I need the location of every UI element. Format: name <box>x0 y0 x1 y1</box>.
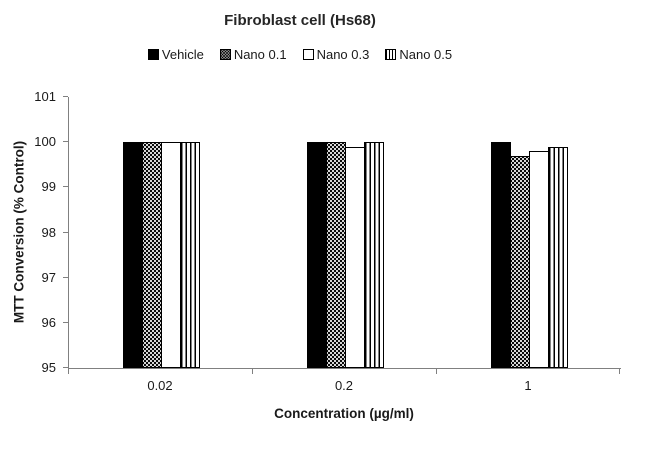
chart-title: Fibroblast cell (Hs68) <box>224 12 376 29</box>
bar-nano-0-1 <box>141 142 162 368</box>
legend-item: Nano 0.5 <box>385 47 452 62</box>
legend-label: Nano 0.3 <box>316 47 370 62</box>
legend-item: Vehicle <box>147 47 204 62</box>
bar-group <box>69 97 253 368</box>
x-tick-mark <box>251 369 253 374</box>
x-tick-mark <box>68 369 69 374</box>
y-tick-label: 95 <box>41 360 56 375</box>
x-tick-mark <box>619 369 620 374</box>
legend-label: Vehicle <box>161 47 204 62</box>
bar-group <box>253 97 437 368</box>
y-tick-mark <box>63 141 68 143</box>
legend-swatch-dots <box>219 49 231 60</box>
x-category-label: 0.02 <box>147 378 173 393</box>
legend-item: Nano 0.3 <box>302 47 370 62</box>
bar-vehicle <box>490 142 511 368</box>
x-labels: 0.02 0.2 1 <box>68 378 620 393</box>
legend-label: Nano 0.1 <box>233 47 287 62</box>
legend-swatch-solid <box>147 49 159 60</box>
y-tick-label: 99 <box>41 179 56 195</box>
bar-vehicle <box>306 142 327 368</box>
bar-group <box>437 97 621 368</box>
y-tick-label: 101 <box>34 89 56 104</box>
legend-item: Nano 0.1 <box>219 47 287 62</box>
bar-nano-0-5 <box>363 142 384 368</box>
bar-nano-0-3 <box>344 146 365 368</box>
x-category-label: 0.2 <box>334 378 354 393</box>
y-tick-mark <box>63 96 68 97</box>
legend: Vehicle Nano 0.1 Nano 0.3 Nano 0.5 <box>0 47 600 62</box>
bar-nano-0-3 <box>160 142 181 368</box>
y-tick-label: 96 <box>41 314 56 330</box>
bar-nano-0-3 <box>528 151 549 368</box>
bar-nano-0-1 <box>325 142 346 368</box>
bar-vehicle <box>122 142 143 368</box>
legend-swatch-vstripes <box>385 49 397 60</box>
x-category-label: 1 <box>524 378 532 393</box>
bar-nano-0-5 <box>547 146 568 368</box>
legend-swatch-plain <box>302 49 314 60</box>
legend-label: Nano 0.5 <box>399 47 453 62</box>
x-tick-mark <box>435 369 437 374</box>
bar-nano-0-1 <box>509 155 530 368</box>
y-tick-label: 97 <box>41 269 56 285</box>
y-tick-mark <box>63 186 68 188</box>
y-tick-label: 100 <box>34 134 56 150</box>
y-axis: 95 96 97 98 99 100 101 <box>0 90 68 374</box>
y-tick-label: 98 <box>41 224 56 240</box>
x-axis-title: Concentration (µg/ml) <box>274 406 414 421</box>
y-tick-mark <box>63 276 68 278</box>
bar-nano-0-5 <box>179 142 200 368</box>
y-tick-mark <box>63 367 68 368</box>
y-tick-mark <box>63 321 68 323</box>
plot-area <box>68 97 621 369</box>
y-tick-mark <box>63 231 68 233</box>
x-ticks <box>68 369 620 374</box>
